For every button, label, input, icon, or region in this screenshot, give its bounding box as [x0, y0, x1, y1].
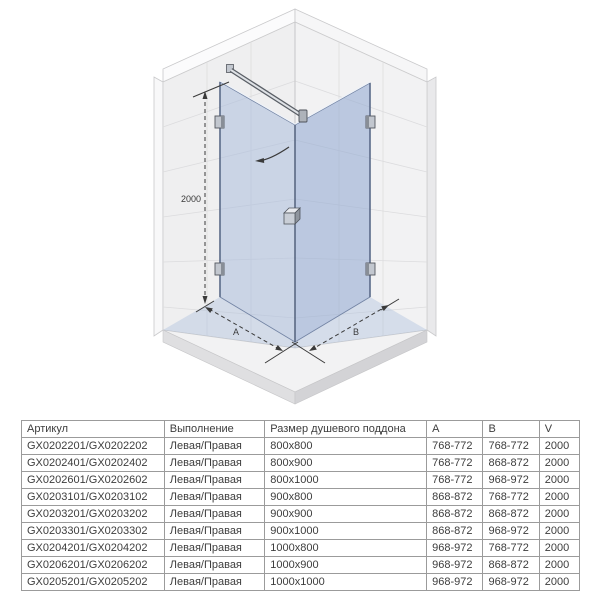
dimension-a: [205, 307, 299, 364]
table-cell: 900x900: [264, 505, 428, 523]
table-cell: 768-772: [482, 437, 540, 455]
table-cell: 968-972: [482, 573, 540, 591]
table-cell: 868-872: [482, 454, 540, 472]
table-row: GX0203101/GX0203102 Левая/Правая 900x800 86…: [21, 488, 581, 506]
table-cell: 2000: [538, 556, 581, 574]
table-cell: Левая/Правая: [163, 471, 266, 489]
table-cell: GX0202401/GX0202402: [21, 454, 165, 472]
table-cell: 2000: [538, 505, 581, 523]
table-cell: 868-872: [482, 556, 540, 574]
table-cell: 2000: [538, 471, 581, 489]
table-cell: 968-972: [426, 556, 484, 574]
dimension-b: [291, 298, 400, 364]
table-cell: GX0203101/GX0203102: [21, 488, 165, 506]
products-table-body: GX0202201/GX0202202 Левая/Правая 800x800 76…: [21, 437, 581, 591]
table-row: GX0202601/GX0202602 Левая/Правая 800x1000 7…: [21, 471, 581, 489]
table-cell: GX0203201/GX0203202: [21, 505, 165, 523]
table-row: GX0205201/GX0205202 Левая/Правая 1000x1000…: [21, 573, 581, 591]
wall-bracket: [365, 115, 376, 129]
width-a-dimension-label: A: [233, 327, 239, 337]
table-cell: 768-772: [482, 488, 540, 506]
table-cell: 868-872: [426, 505, 484, 523]
door-handle: [283, 207, 301, 225]
table-cell: GX0206201/GX0206202: [21, 556, 165, 574]
table-cell: 1000x900: [264, 556, 428, 574]
dimension-height: [192, 81, 230, 313]
table-cell: 2000: [538, 454, 581, 472]
wall-edge-left: [153, 76, 164, 337]
floor-skirt-right: [294, 329, 428, 405]
wall-bracket: [214, 115, 225, 129]
table-header-cell: Артикул: [21, 420, 165, 438]
table-row: GX0206201/GX0206202 Левая/Правая 1000x900 9…: [21, 556, 581, 574]
table-cell: Левая/Правая: [163, 573, 266, 591]
table-header-cell: Размер душевого поддона: [264, 420, 428, 438]
table-header-cell: B: [482, 420, 540, 438]
table-cell: 900x800: [264, 488, 428, 506]
table-cell: 768-772: [426, 471, 484, 489]
height-dimension-label: 2000: [181, 194, 201, 204]
table-row: GX0202401/GX0202402 Левая/Правая 800x900 76…: [21, 454, 581, 472]
table-cell: 2000: [538, 539, 581, 557]
table-cell: GX0205201/GX0205202: [21, 573, 165, 591]
support-bar: [226, 64, 308, 123]
table-cell: Левая/Правая: [163, 505, 266, 523]
shower-tray-tint: [163, 297, 427, 348]
table-cell: Левая/Правая: [163, 454, 266, 472]
table-cell: GX0204201/GX0204202: [21, 539, 165, 557]
table-row: GX0203301/GX0203302 Левая/Правая 900x1000 8…: [21, 522, 581, 540]
table-cell: 868-872: [482, 505, 540, 523]
table-cell: 800x800: [264, 437, 428, 455]
table-cell: 2000: [538, 437, 581, 455]
table-cell: 2000: [538, 488, 581, 506]
table-cell: Левая/Правая: [163, 488, 266, 506]
products-table: Артикул Выполнение Размер душевого поддо…: [21, 420, 581, 591]
table-cell: Левая/Правая: [163, 522, 266, 540]
table-cell: 868-872: [426, 488, 484, 506]
table-cell: 2000: [538, 573, 581, 591]
table-row: GX0202201/GX0202202 Левая/Правая 800x800 76…: [21, 437, 581, 455]
table-row: GX0204201/GX0204202 Левая/Правая 1000x800 9…: [21, 539, 581, 557]
wall-edge-right: [426, 76, 437, 337]
glass-door-panel: [219, 81, 296, 343]
table-cell: GX0203301/GX0203302: [21, 522, 165, 540]
table-cell: 968-972: [482, 522, 540, 540]
shower-diagram-svg: 2000 A B: [153, 8, 437, 405]
table-cell: 800x1000: [264, 471, 428, 489]
table-cell: Левая/Правая: [163, 556, 266, 574]
table-cell: Левая/Правая: [163, 437, 266, 455]
table-cell: 868-872: [426, 522, 484, 540]
table-cell: GX0202601/GX0202602: [21, 471, 165, 489]
table-cell: 768-772: [426, 454, 484, 472]
shower-diagram: 2000 A B: [153, 8, 437, 405]
table-cell: 768-772: [426, 437, 484, 455]
table-header-row: Артикул Выполнение Размер душевого поддо…: [21, 420, 581, 438]
wall-bracket: [365, 262, 376, 276]
glass-top-highlight: [219, 80, 371, 125]
table-cell: 1000x800: [264, 539, 428, 557]
wall-bracket: [214, 262, 225, 276]
table-cell: 1000x1000: [264, 573, 428, 591]
table-cell: 2000: [538, 522, 581, 540]
width-b-dimension-label: B: [353, 327, 359, 337]
table-cell: 900x1000: [264, 522, 428, 540]
table-cell: 800x900: [264, 454, 428, 472]
wall-brackets: [214, 115, 376, 276]
table-header-cell: V: [538, 420, 581, 438]
door-swing-arrow: [255, 146, 290, 163]
table-cell: 968-972: [482, 471, 540, 489]
table-cell: 968-972: [426, 573, 484, 591]
table-cell: 968-972: [426, 539, 484, 557]
table-cell: 768-772: [482, 539, 540, 557]
table-header-cell: A: [426, 420, 484, 438]
table-row: GX0203201/GX0203202 Левая/Правая 900x900 86…: [21, 505, 581, 523]
table-header-cell: Выполнение: [163, 420, 266, 438]
products-table-head: Артикул Выполнение Размер душевого поддо…: [21, 420, 581, 438]
table-cell: Левая/Правая: [163, 539, 266, 557]
table-cell: GX0202201/GX0202202: [21, 437, 165, 455]
